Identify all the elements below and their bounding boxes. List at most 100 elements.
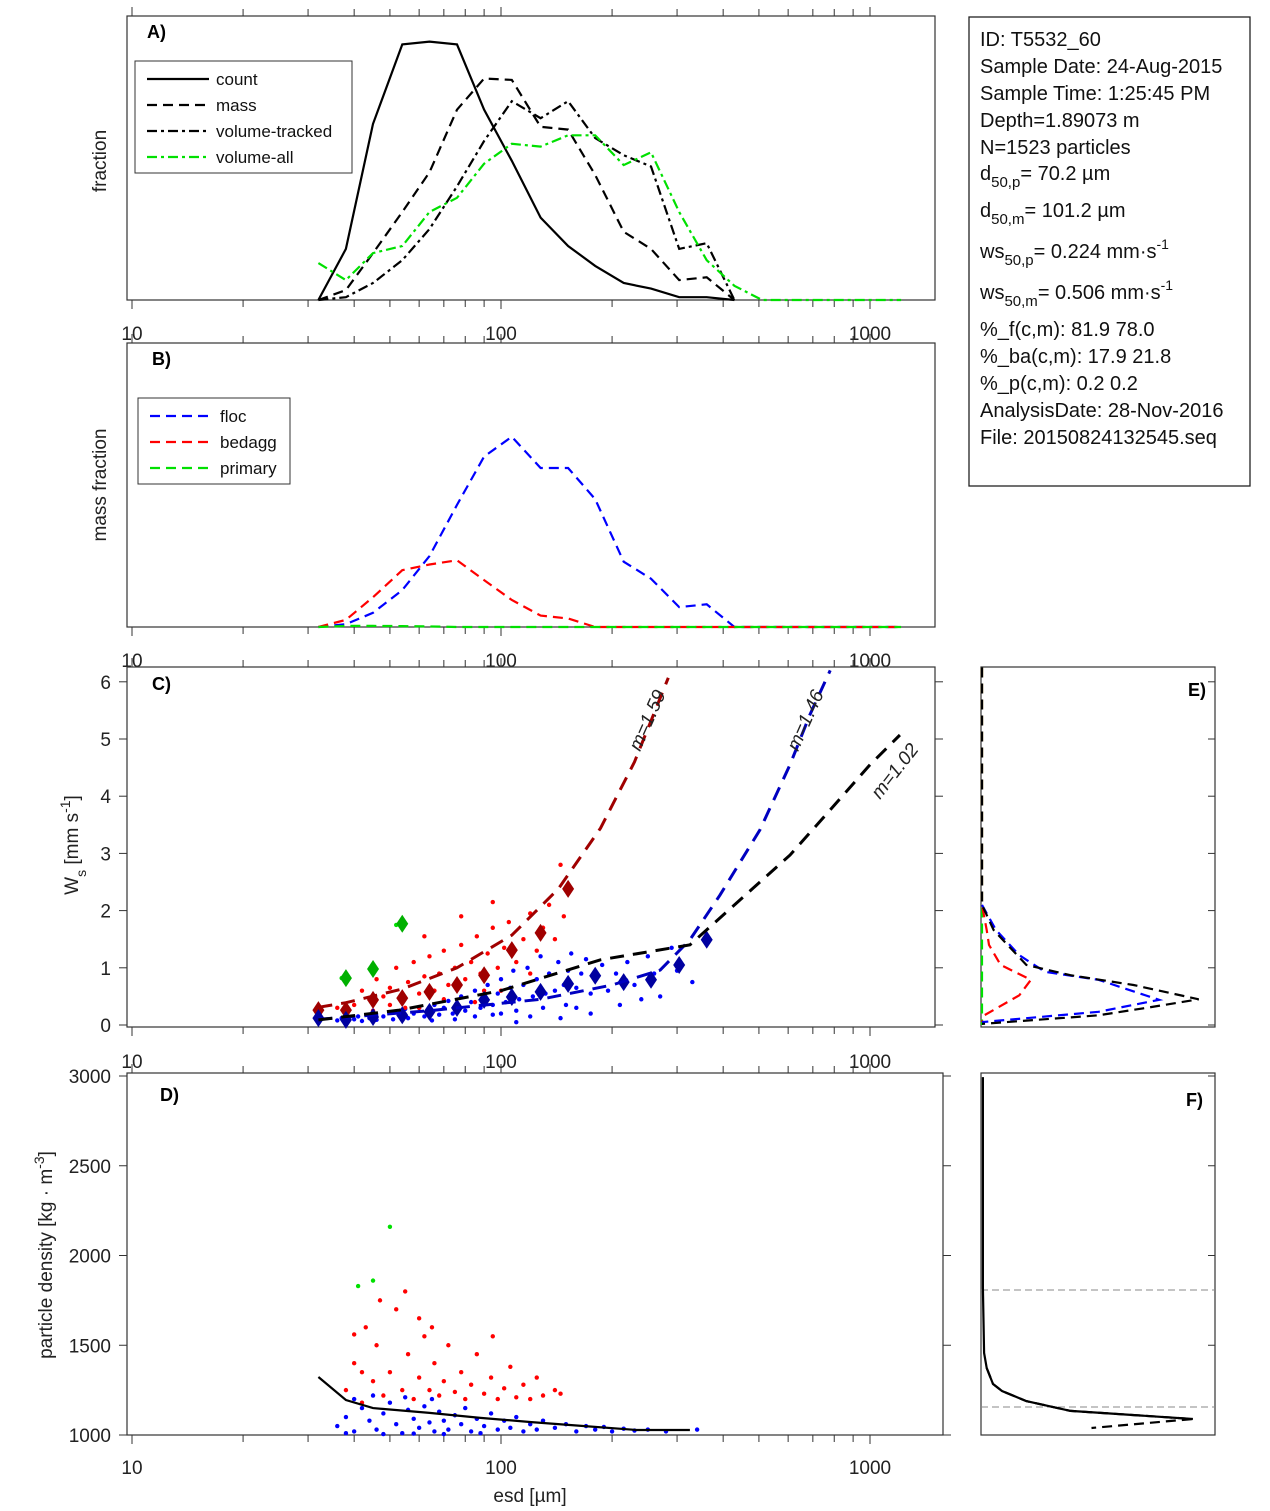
point bbox=[525, 965, 530, 970]
point bbox=[416, 991, 422, 996]
point bbox=[521, 937, 526, 942]
point bbox=[335, 1423, 340, 1429]
point bbox=[394, 1422, 399, 1427]
panel-label: C) bbox=[152, 674, 171, 694]
point bbox=[490, 1012, 495, 1017]
point bbox=[436, 1393, 442, 1398]
medians-bedagg bbox=[312, 879, 575, 1020]
median-marker bbox=[700, 930, 713, 949]
point bbox=[558, 1391, 563, 1396]
point bbox=[427, 1420, 432, 1425]
point bbox=[441, 1378, 447, 1384]
point bbox=[374, 1343, 379, 1348]
point bbox=[363, 1325, 368, 1330]
point bbox=[429, 1396, 435, 1402]
x-axis: 10 100 1000 bbox=[121, 7, 891, 345]
point bbox=[458, 1369, 464, 1375]
point bbox=[552, 1425, 558, 1431]
point bbox=[355, 1283, 361, 1289]
point bbox=[416, 1316, 422, 1321]
point bbox=[569, 951, 574, 956]
info-line: File: 20150824132545.seq bbox=[980, 427, 1217, 449]
median-marker bbox=[367, 990, 380, 1009]
legend-entry-mass: mass bbox=[216, 96, 257, 115]
panel-f-axes bbox=[980, 1072, 1216, 1436]
x-axis: 10 100 1000 bbox=[121, 1064, 891, 1479]
info-line: %_ba(c,m): 17.9 21.8 bbox=[980, 346, 1171, 368]
point bbox=[552, 1387, 558, 1393]
point bbox=[514, 959, 519, 965]
point bbox=[429, 1018, 435, 1023]
point bbox=[609, 1429, 615, 1434]
point bbox=[495, 991, 500, 996]
y-tick-label: 1000 bbox=[69, 1426, 111, 1447]
point bbox=[394, 965, 399, 970]
panel-label: A) bbox=[147, 22, 166, 42]
point bbox=[468, 999, 474, 1005]
point bbox=[351, 1017, 357, 1022]
median-marker bbox=[396, 989, 409, 1008]
point bbox=[501, 945, 507, 950]
point bbox=[472, 988, 478, 993]
point bbox=[657, 994, 663, 999]
point bbox=[481, 1423, 487, 1429]
panel-a-axes bbox=[126, 15, 936, 301]
point bbox=[485, 951, 490, 956]
point bbox=[468, 1429, 474, 1434]
point bbox=[495, 965, 500, 970]
point bbox=[534, 1375, 539, 1380]
info-line: %_p(c,m): 0.2 0.2 bbox=[980, 373, 1138, 395]
info-ws50m: ws50,m= 0.506 mm·s-1 bbox=[979, 277, 1173, 310]
median-marker bbox=[367, 1007, 380, 1026]
point bbox=[458, 1422, 464, 1427]
point bbox=[514, 1008, 519, 1013]
series-primary bbox=[318, 624, 902, 629]
series-volume-tracked bbox=[318, 99, 736, 302]
panel-e-axes bbox=[980, 666, 1216, 1028]
point bbox=[514, 1395, 519, 1400]
y-tick-label: 4 bbox=[100, 787, 111, 808]
info-ws50p: ws50,p= 0.224 mm·s-1 bbox=[979, 236, 1169, 269]
x-tick-label: 10 bbox=[121, 1458, 142, 1479]
point bbox=[422, 1334, 427, 1339]
point bbox=[552, 937, 558, 942]
point bbox=[556, 959, 561, 965]
panel-d-axes bbox=[126, 1072, 944, 1436]
y-tick-label: 2 bbox=[100, 902, 111, 923]
series-floc bbox=[318, 435, 902, 629]
median-marker bbox=[339, 1010, 352, 1029]
median-marker bbox=[423, 1002, 436, 1021]
point bbox=[592, 1427, 598, 1432]
point bbox=[490, 1334, 495, 1339]
legend-entry-floc: floc bbox=[220, 407, 247, 426]
point bbox=[521, 1382, 526, 1387]
point bbox=[355, 1014, 361, 1019]
x-axis: 10 100 1000 bbox=[121, 658, 891, 1073]
profile-bedagg bbox=[980, 667, 1033, 1023]
fit-label: m=1.59 bbox=[625, 687, 670, 754]
point bbox=[381, 1393, 386, 1398]
point bbox=[478, 1431, 483, 1436]
point bbox=[540, 1418, 546, 1423]
fit-label: m=1.02 bbox=[867, 739, 923, 803]
point bbox=[359, 1369, 365, 1375]
scatter-primary bbox=[355, 1224, 393, 1289]
point bbox=[528, 1396, 533, 1402]
info-line: Sample Time: 1:25:45 PM bbox=[980, 83, 1210, 105]
point bbox=[490, 925, 495, 930]
y-tick-label: 6 bbox=[100, 673, 111, 694]
x-tick-label: 100 bbox=[485, 1458, 517, 1479]
point bbox=[370, 1378, 376, 1384]
y-axis-label: fraction bbox=[90, 130, 111, 192]
point bbox=[458, 942, 464, 948]
point bbox=[452, 1017, 458, 1022]
point bbox=[625, 959, 630, 965]
point bbox=[463, 1405, 468, 1411]
point bbox=[534, 1427, 539, 1432]
point bbox=[427, 1387, 432, 1393]
y-axis-label: particle density [kg · m-3] bbox=[31, 1151, 57, 1359]
point bbox=[351, 1361, 357, 1366]
panel-label: F) bbox=[1186, 1090, 1203, 1110]
point bbox=[422, 1404, 427, 1409]
point bbox=[516, 997, 522, 1002]
